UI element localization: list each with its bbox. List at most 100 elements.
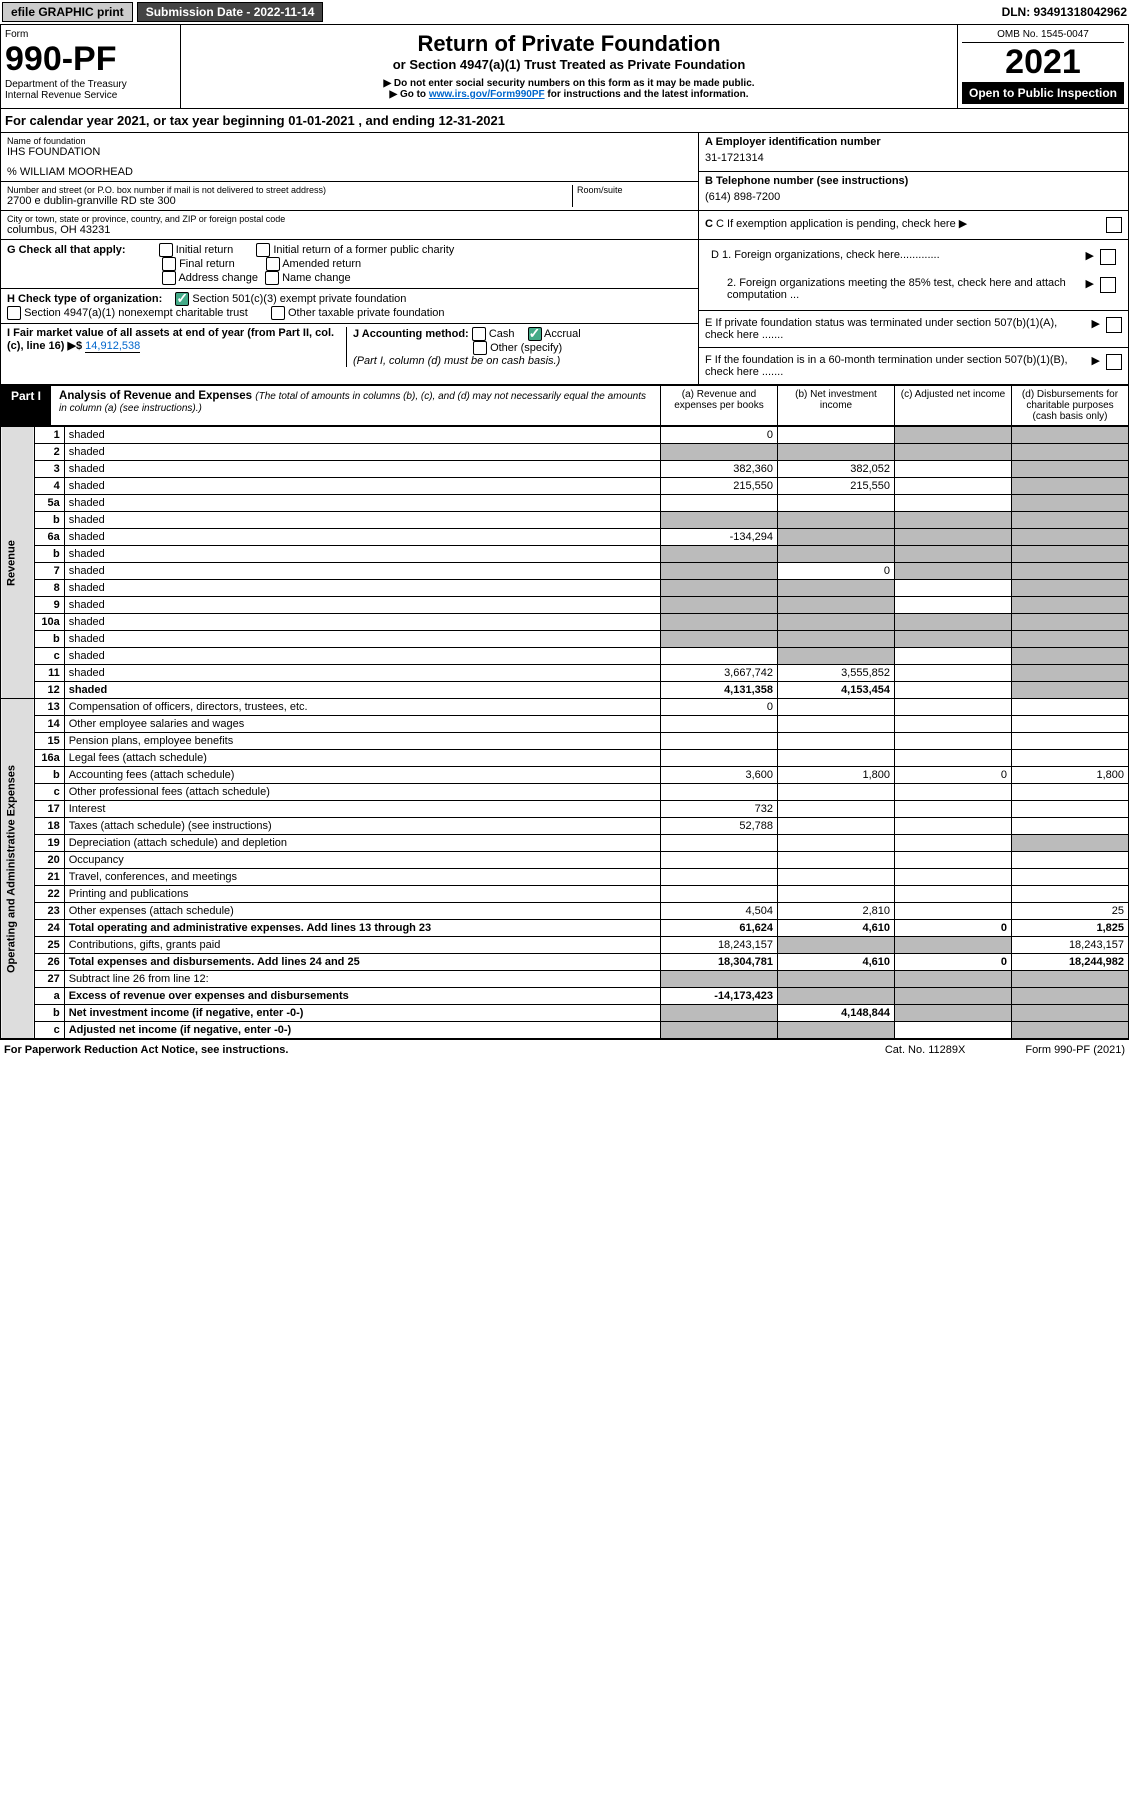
table-row: 19Depreciation (attach schedule) and dep… [1, 835, 1129, 852]
table-row: 12shaded4,131,3584,153,454 [1, 682, 1129, 699]
city-value: columbus, OH 43231 [7, 224, 692, 236]
line-no: 11 [34, 665, 64, 682]
d1-checkbox[interactable] [1100, 249, 1116, 265]
line-desc: Total operating and administrative expen… [64, 920, 660, 937]
value-cell [1012, 869, 1129, 886]
value-cell [1012, 699, 1129, 716]
name-label: Name of foundation [7, 136, 692, 146]
d2-checkbox[interactable] [1100, 277, 1116, 293]
value-cell [895, 631, 1012, 648]
value-cell [661, 495, 778, 512]
value-cell [895, 461, 1012, 478]
amended-checkbox[interactable] [266, 257, 280, 271]
i-arrow: ▶$ [68, 340, 83, 352]
line-desc: shaded [64, 444, 660, 461]
line-no: 8 [34, 580, 64, 597]
value-cell [1012, 546, 1129, 563]
c-checkbox[interactable] [1106, 217, 1122, 233]
4947-checkbox[interactable] [7, 306, 21, 320]
value-cell [895, 546, 1012, 563]
omb-number: OMB No. 1545-0047 [962, 29, 1124, 43]
value-cell [1012, 801, 1129, 818]
value-cell [895, 784, 1012, 801]
ssn-warning: ▶ Do not enter social security numbers o… [187, 78, 951, 89]
value-cell [895, 971, 1012, 988]
name-change-checkbox[interactable] [265, 271, 279, 285]
value-cell [778, 597, 895, 614]
e-label: E If private foundation status was termi… [705, 317, 1086, 341]
other-method-checkbox[interactable] [473, 341, 487, 355]
open-inspection: Open to Public Inspection [962, 82, 1124, 104]
value-cell: 61,624 [661, 920, 778, 937]
table-row: bshaded [1, 512, 1129, 529]
d2-label: 2. Foreign organizations meeting the 85%… [711, 277, 1080, 301]
value-cell [895, 529, 1012, 546]
j-label: J Accounting method: [353, 328, 469, 340]
address-change-checkbox[interactable] [162, 271, 176, 285]
line-no: 5a [34, 495, 64, 512]
line-no: 9 [34, 597, 64, 614]
cash-checkbox[interactable] [472, 327, 486, 341]
line-desc: Interest [64, 801, 660, 818]
section-g: G Check all that apply: Initial return I… [1, 240, 698, 289]
e-checkbox[interactable] [1106, 317, 1122, 333]
table-row: bshaded [1, 631, 1129, 648]
line-no: 20 [34, 852, 64, 869]
value-cell: 1,800 [1012, 767, 1129, 784]
table-row: cshaded [1, 648, 1129, 665]
table-row: 11shaded3,667,7423,555,852 [1, 665, 1129, 682]
accrual-checkbox[interactable] [528, 327, 542, 341]
line-no: 14 [34, 716, 64, 733]
value-cell [895, 835, 1012, 852]
501c3-checkbox[interactable] [175, 292, 189, 306]
value-cell [1012, 512, 1129, 529]
value-cell [895, 580, 1012, 597]
value-cell [1012, 665, 1129, 682]
line-no: 16a [34, 750, 64, 767]
line-desc: Excess of revenue over expenses and disb… [64, 988, 660, 1005]
part1-label: Part I [1, 386, 51, 425]
opt-addr-change: Address change [178, 272, 258, 284]
form990pf-link[interactable]: www.irs.gov/Form990PF [429, 89, 545, 100]
top-bar: efile GRAPHIC print Submission Date - 20… [0, 0, 1129, 24]
form-label: Form [5, 29, 176, 40]
table-row: 4shaded215,550215,550 [1, 478, 1129, 495]
line-no: 2 [34, 444, 64, 461]
line-no: 6a [34, 529, 64, 546]
value-cell [778, 784, 895, 801]
value-cell [895, 427, 1012, 444]
final-return-checkbox[interactable] [162, 257, 176, 271]
value-cell [778, 699, 895, 716]
value-cell: 4,131,358 [661, 682, 778, 699]
value-cell [778, 818, 895, 835]
table-row: 17Interest732 [1, 801, 1129, 818]
dln: DLN: 93491318042962 [1002, 5, 1127, 19]
irs-label: Internal Revenue Service [5, 90, 176, 101]
value-cell [778, 852, 895, 869]
h-label: H Check type of organization: [7, 293, 162, 305]
value-cell [661, 835, 778, 852]
line-no: b [34, 767, 64, 784]
value-cell [895, 852, 1012, 869]
value-cell: 0 [661, 699, 778, 716]
vertical-label: Operating and Administrative Expenses [1, 699, 35, 1039]
value-cell [1012, 529, 1129, 546]
line-no: b [34, 512, 64, 529]
other-taxable-checkbox[interactable] [271, 306, 285, 320]
efile-button[interactable]: efile GRAPHIC print [2, 2, 133, 22]
initial-return-checkbox[interactable] [159, 243, 173, 257]
tax-year: 2021 [962, 43, 1124, 82]
value-cell [778, 546, 895, 563]
opt-cash: Cash [489, 328, 515, 340]
value-cell [895, 903, 1012, 920]
section-h: H Check type of organization: Section 50… [1, 289, 698, 324]
line-no: 13 [34, 699, 64, 716]
value-cell [661, 733, 778, 750]
value-cell [895, 886, 1012, 903]
value-cell: 732 [661, 801, 778, 818]
initial-former-checkbox[interactable] [256, 243, 270, 257]
f-checkbox[interactable] [1106, 354, 1122, 370]
value-cell: 0 [895, 954, 1012, 971]
phone-label: B Telephone number (see instructions) [705, 175, 1122, 187]
line-no: 21 [34, 869, 64, 886]
